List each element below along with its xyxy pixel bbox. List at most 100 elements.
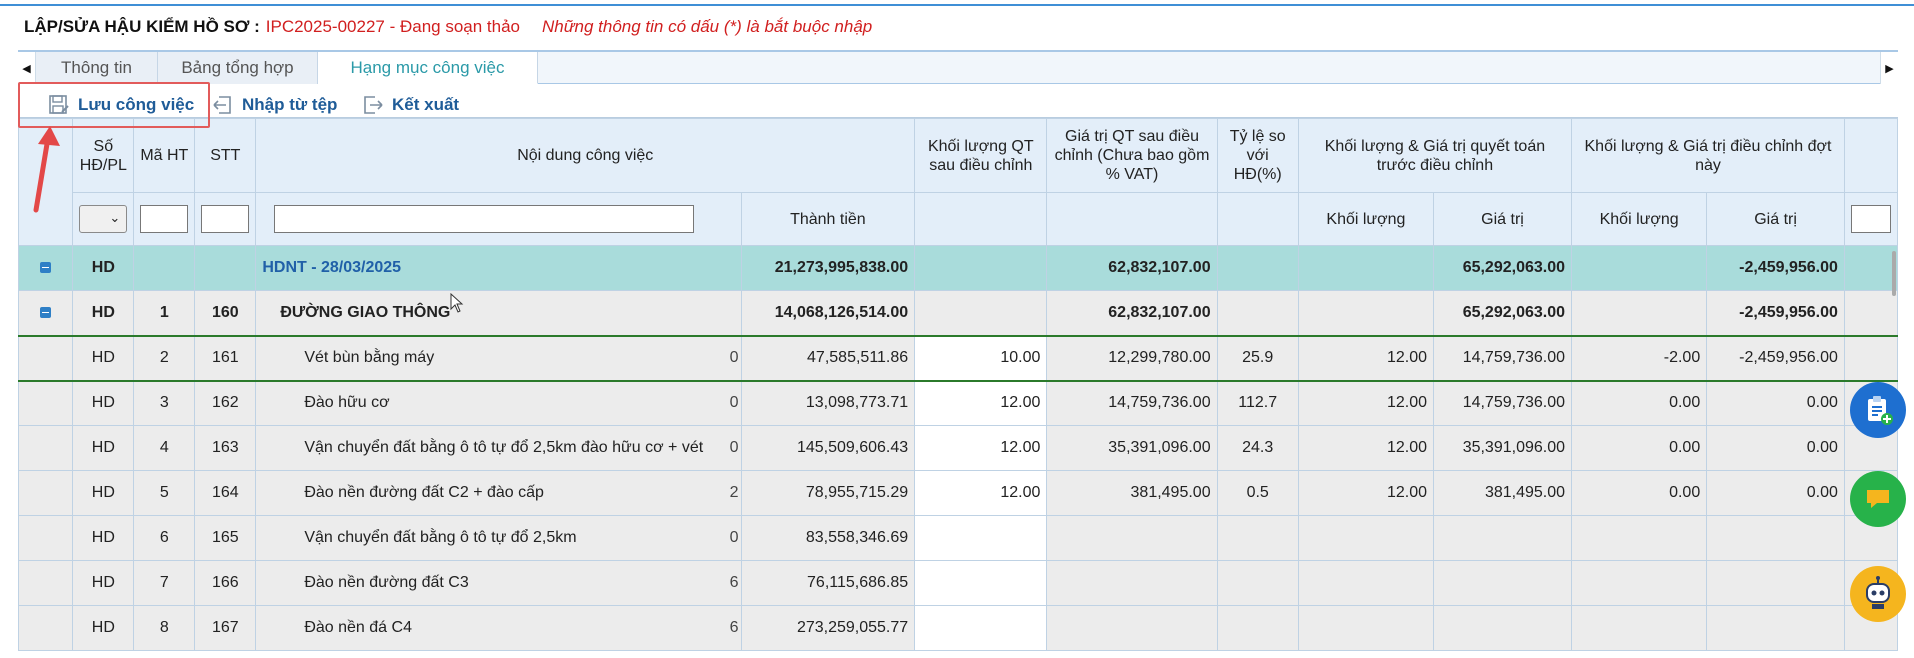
cell-so-hd: HD [72, 515, 135, 561]
cell-thanh-tien: 83,558,346.69 [740, 515, 916, 561]
tab-bang-tong-hop[interactable]: Bảng tổng hợp [158, 52, 318, 84]
cell-noi-dung: 6 Đào nền đường đất C3 [255, 560, 742, 606]
table-row[interactable]: HD 1 160 ĐƯỜNG GIAO THÔNG 14,068,126,514… [18, 290, 1898, 336]
cell-kl-truoc [1297, 515, 1435, 561]
table-row[interactable]: HD 4 163 0 Vận chuyển đất bằng ô tô tự đổ… [18, 425, 1898, 471]
cell-thanh-tien: 145,509,606.43 [740, 425, 916, 471]
chat-icon [1867, 490, 1889, 508]
tab-thong-tin[interactable]: Thông tin [36, 52, 158, 84]
cell-kl-dot: -2.00 [1571, 335, 1708, 381]
col-header-gt-dot: Giá trị [1706, 192, 1845, 246]
save-icon [49, 95, 69, 114]
export-button[interactable]: Kết xuất [362, 88, 459, 122]
cell-kl-qt-input[interactable] [914, 515, 1048, 561]
cell-kl-truoc: 12.00 [1297, 335, 1435, 381]
work-items-table: Số HĐ/PL Mã HT STT Nội dung công việc Kh… [18, 118, 1898, 651]
row-marker [18, 335, 74, 381]
cell-gt-truoc: 14,759,736.00 [1433, 335, 1573, 381]
filter-so-hd: ⌄ [72, 192, 135, 246]
cell-gt-truoc [1433, 605, 1573, 651]
cell-kl-dot: 0.00 [1571, 380, 1708, 426]
cell-kl-qt-input[interactable]: 10.00 [914, 335, 1048, 381]
work-items-grid: Số HĐ/PL Mã HT STT Nội dung công việc Kh… [18, 117, 1898, 658]
tab-hang-muc-cong-viec[interactable]: Hạng mục công việc [318, 52, 538, 84]
save-work-button[interactable]: Lưu công việc [48, 88, 194, 122]
collapse-icon [40, 307, 52, 319]
cell-stt: 167 [194, 605, 257, 651]
cell-gt-qt: 14,759,736.00 [1046, 380, 1218, 426]
cell-gt-qt: 35,391,096.00 [1046, 425, 1218, 471]
ma-ht-filter-input[interactable] [140, 205, 189, 233]
cell-ma-ht: 3 [133, 380, 196, 426]
page-title-text: LẬP/SỬA HẬU KIỂM HỒ SƠ : [24, 17, 260, 36]
robot-support-icon [1866, 576, 1890, 609]
cell-kl-truoc: 12.00 [1297, 425, 1435, 471]
filter-stt [194, 192, 257, 246]
cell-kl-qt-input[interactable] [914, 560, 1048, 606]
cell-ma-ht: 5 [133, 470, 196, 516]
table-row[interactable]: HD 5 164 2 Đào nền đường đất C2 + đào cấp… [18, 470, 1898, 516]
cell-gt-truoc: 65,292,063.00 [1433, 290, 1573, 336]
cell-gt-truoc: 381,495.00 [1433, 470, 1573, 516]
robot-support-button[interactable] [1850, 566, 1906, 622]
so-hd-filter-select[interactable]: ⌄ [79, 205, 128, 233]
cell-kl-truoc [1297, 560, 1435, 606]
cell-kl-qt-input[interactable]: 12.00 [914, 380, 1048, 426]
cell-gt-truoc [1433, 560, 1573, 606]
annotation-arrow-icon [33, 126, 60, 213]
cell-truncated-text: 2 [729, 484, 739, 501]
record-code-status: IPC2025-00227 - Đang soạn thảo [265, 17, 521, 36]
cell-ty-le: 112.7 [1216, 380, 1299, 426]
cell-truncated-text: 0 [729, 349, 739, 366]
cell-kl-qt-input[interactable]: 12.00 [914, 425, 1048, 471]
cell-stt: 162 [194, 380, 257, 426]
cell-truncated-text: 6 [729, 574, 739, 591]
cell-ty-le: 25.9 [1216, 335, 1299, 381]
table-row[interactable]: HD 7 166 6 Đào nền đường đất C3 76,115,68… [18, 560, 1898, 606]
table-row[interactable]: HD 6 165 0 Vận chuyển đất bằng ô tô tự đổ… [18, 515, 1898, 561]
cell-noi-dung: ĐƯỜNG GIAO THÔNG [255, 290, 742, 336]
cell-kl-truoc [1297, 290, 1435, 336]
col-header-so-hd: Số HĐ/PL [72, 118, 135, 193]
noi-dung-filter-input[interactable] [274, 205, 695, 233]
extra-filter-input[interactable] [1850, 205, 1891, 233]
cell-thanh-tien: 47,585,511.86 [740, 335, 916, 381]
cell-gt-dot [1706, 605, 1845, 651]
cell-gt-dot: 0.00 [1706, 470, 1845, 516]
subheader-empty-2 [1046, 192, 1218, 246]
clipboard-add-button[interactable] [1850, 382, 1906, 438]
table-row[interactable]: HD 2 161 0 Vét bùn bằng máy 47,585,511.86… [18, 335, 1898, 381]
cell-gt-qt: 12,299,780.00 [1046, 335, 1218, 381]
cell-kl-dot: 0.00 [1571, 425, 1708, 471]
cell-noi-dung-text: Đào nền đường đất C2 + đào cấp [304, 484, 544, 501]
cell-kl-truoc: 12.00 [1297, 380, 1435, 426]
table-row[interactable]: HD HDNT - 28/03/2025 21,273,995,838.00 6… [18, 245, 1898, 291]
import-from-file-button[interactable]: Nhập từ tệp [212, 88, 337, 122]
chat-button[interactable] [1850, 471, 1906, 527]
cell-ty-le [1216, 560, 1299, 606]
cell-gt-qt: 62,832,107.00 [1046, 290, 1218, 336]
cell-ma-ht: 2 [133, 335, 196, 381]
vertical-scrollbar[interactable] [1892, 251, 1896, 296]
cell-kl-qt-input[interactable] [914, 605, 1048, 651]
row-marker [18, 470, 74, 516]
subheader-empty-3 [1216, 192, 1299, 246]
cell-noi-dung: 0 Vét bùn bằng máy [255, 335, 742, 381]
page-title: LẬP/SỬA HẬU KIỂM HỒ SƠ : IPC2025-00227 -… [24, 16, 872, 38]
table-row[interactable]: HD 3 162 0 Đào hữu cơ 13,098,773.71 12.00… [18, 380, 1898, 426]
cell-noi-dung: 0 Vận chuyển đất bằng ô tô tự đổ 2,5km [255, 515, 742, 561]
collapse-toggle[interactable] [18, 290, 74, 336]
cell-kl-dot: 0.00 [1571, 470, 1708, 516]
cell-gt-qt [1046, 605, 1218, 651]
tab-scroll-right-icon[interactable]: ▶ [1880, 52, 1898, 84]
table-row[interactable]: HD 8 167 6 Đào nền đá C4 273,259,055.77 [18, 605, 1898, 651]
stt-filter-input[interactable] [201, 205, 250, 233]
cell-kl-qt-input[interactable]: 12.00 [914, 470, 1048, 516]
cell-noi-dung-text: Vận chuyển đất bằng ô tô tự đổ 2,5km [304, 529, 577, 546]
cell-ma-ht [133, 245, 196, 291]
cell-gt-truoc [1433, 515, 1573, 561]
cell-ma-ht: 6 [133, 515, 196, 561]
collapse-toggle[interactable] [18, 245, 74, 291]
tab-scroll-left-icon[interactable]: ◀ [18, 52, 36, 84]
col-header-kl-qt: Khối lượng QT sau điều chỉnh [914, 118, 1048, 193]
